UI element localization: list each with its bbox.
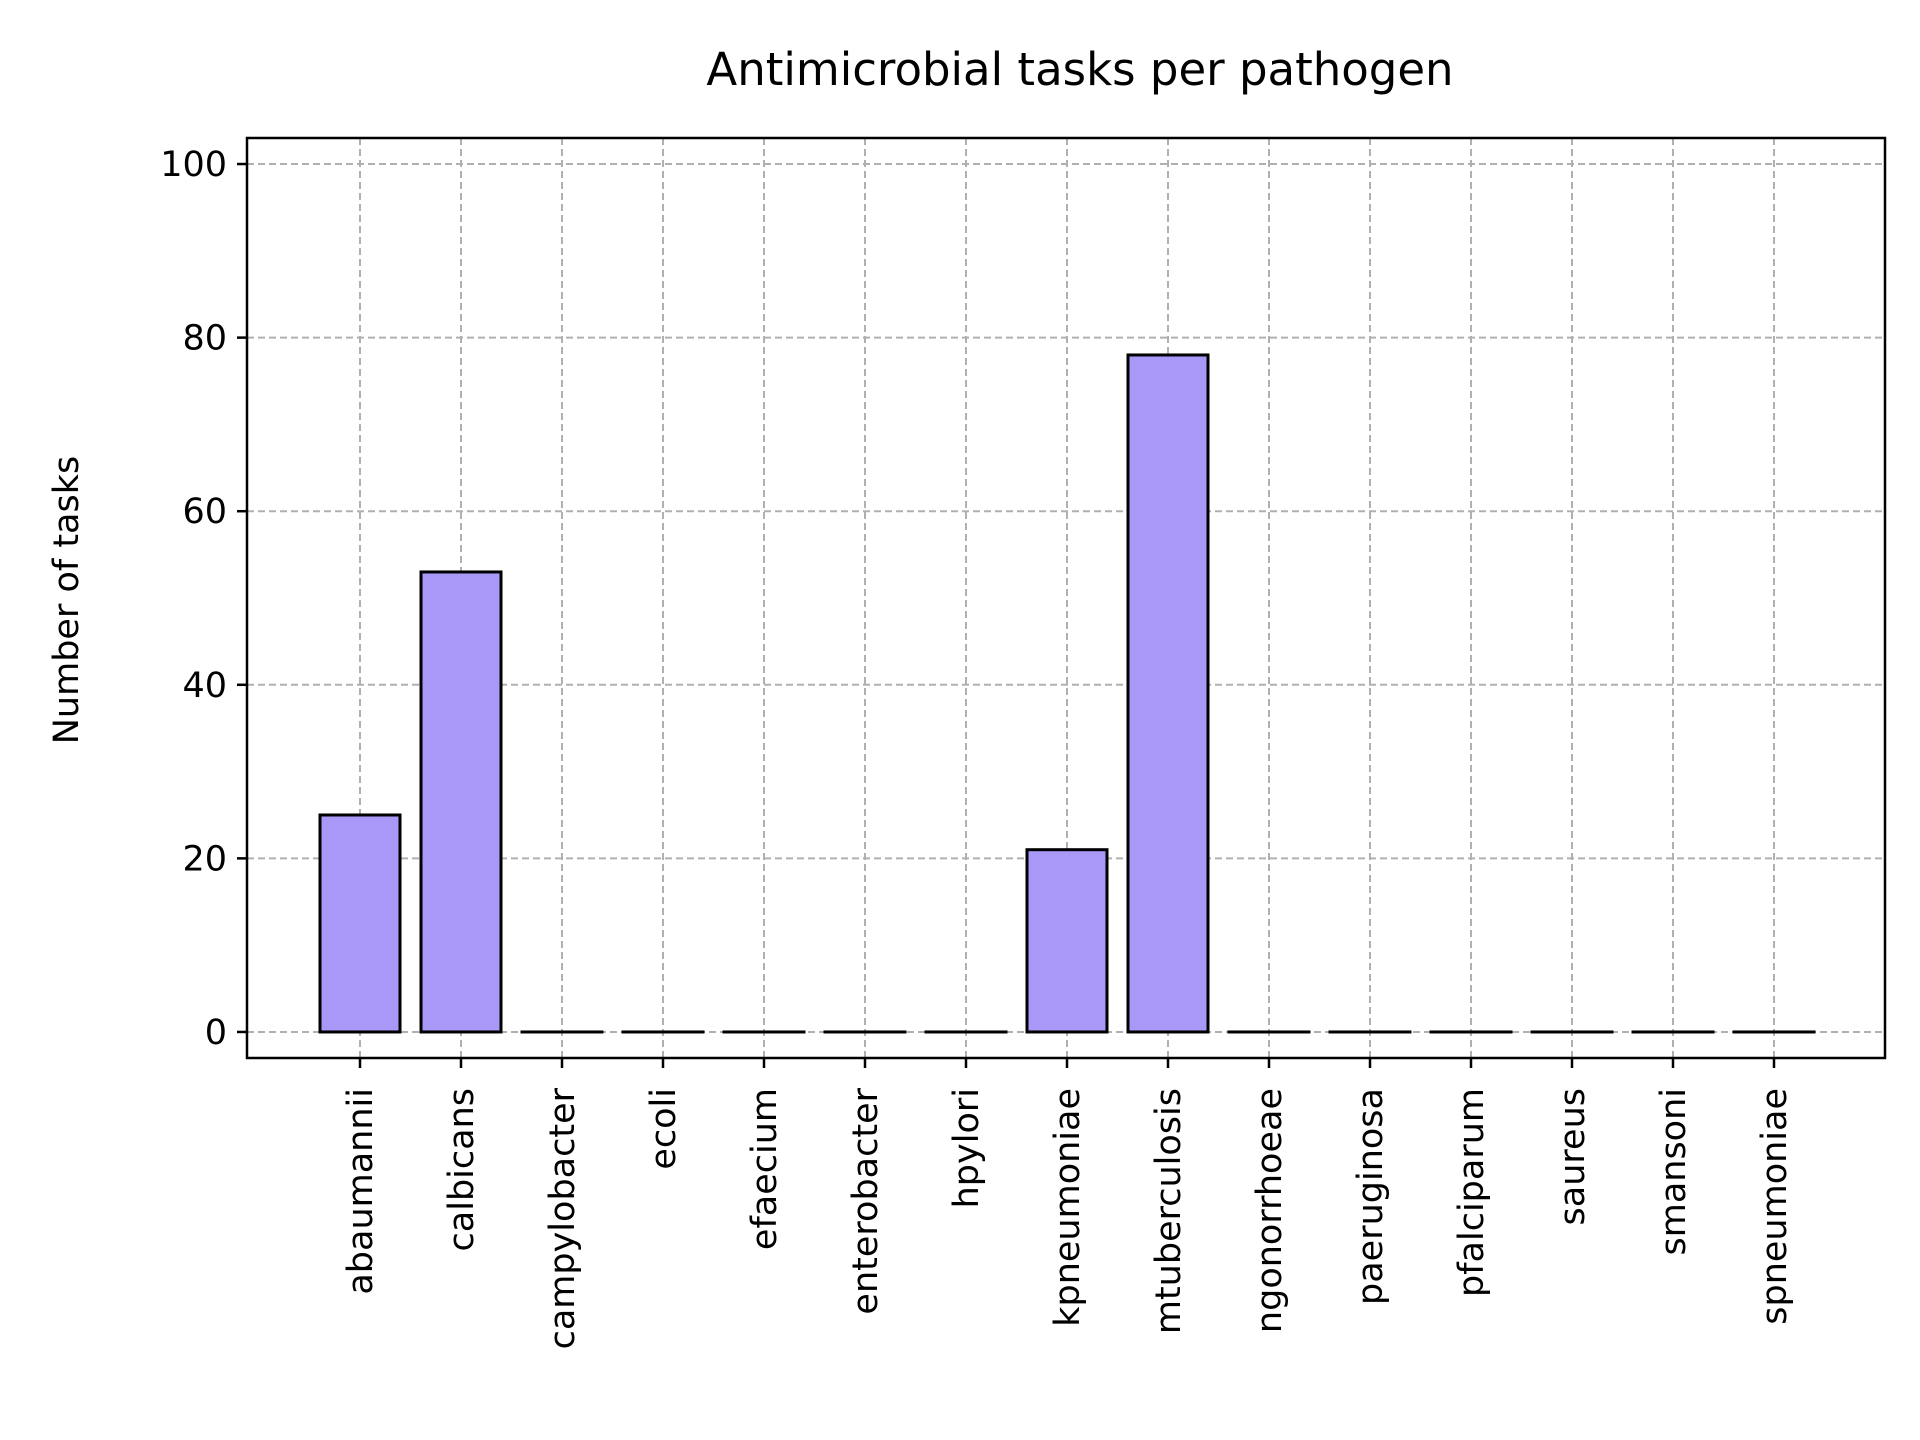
x-axis-ticks: abaumannii calbicans campylobacter ecoli efa…: [341, 1058, 1795, 1349]
x-tick-label-abaumannii: abaumannii: [341, 1088, 381, 1295]
y-tick-label: 100: [160, 145, 227, 185]
x-tick-label-efaecium: efaecium: [745, 1088, 785, 1250]
x-tick-label-hpylori: hpylori: [947, 1088, 987, 1208]
y-tick-label: 80: [182, 319, 227, 359]
x-tick-label-ngonorrhoeae: ngonorrhoeae: [1250, 1088, 1290, 1333]
bar-abaumannii: [318, 813, 402, 1034]
y-axis-label: Number of tasks: [47, 456, 87, 745]
x-tick-label-saureus: saureus: [1553, 1088, 1593, 1225]
y-axis-ticks: 0 20 40 60 80 100: [160, 145, 247, 1053]
x-tick-label-campylobacter: campylobacter: [543, 1087, 583, 1349]
x-tick-label-paeruginosa: paeruginosa: [1351, 1088, 1391, 1305]
bar-kpneumoniae: [1025, 848, 1109, 1034]
bar-calbicans: [419, 570, 503, 1034]
x-tick-label-kpneumoniae: kpneumoniae: [1048, 1088, 1088, 1327]
y-tick-label: 60: [182, 492, 227, 532]
chart-title: Antimicrobial tasks per pathogen: [706, 43, 1453, 96]
y-tick-label: 0: [205, 1013, 227, 1053]
y-tick-label: 40: [182, 666, 227, 706]
x-tick-label-mtuberculosis: mtuberculosis: [1149, 1088, 1189, 1334]
x-tick-label-ecoli: ecoli: [644, 1088, 684, 1170]
x-tick-label-calbicans: calbicans: [442, 1088, 482, 1251]
x-tick-label-enterobacter: enterobacter: [846, 1087, 886, 1314]
x-tick-label-smansoni: smansoni: [1654, 1088, 1694, 1256]
y-tick-label: 20: [182, 839, 227, 879]
bars: [318, 353, 1816, 1034]
x-tick-label-spneumoniae: spneumoniae: [1755, 1088, 1795, 1325]
bar-mtuberculosis: [1126, 353, 1210, 1034]
x-tick-label-pfalciparum: pfalciparum: [1452, 1088, 1492, 1297]
